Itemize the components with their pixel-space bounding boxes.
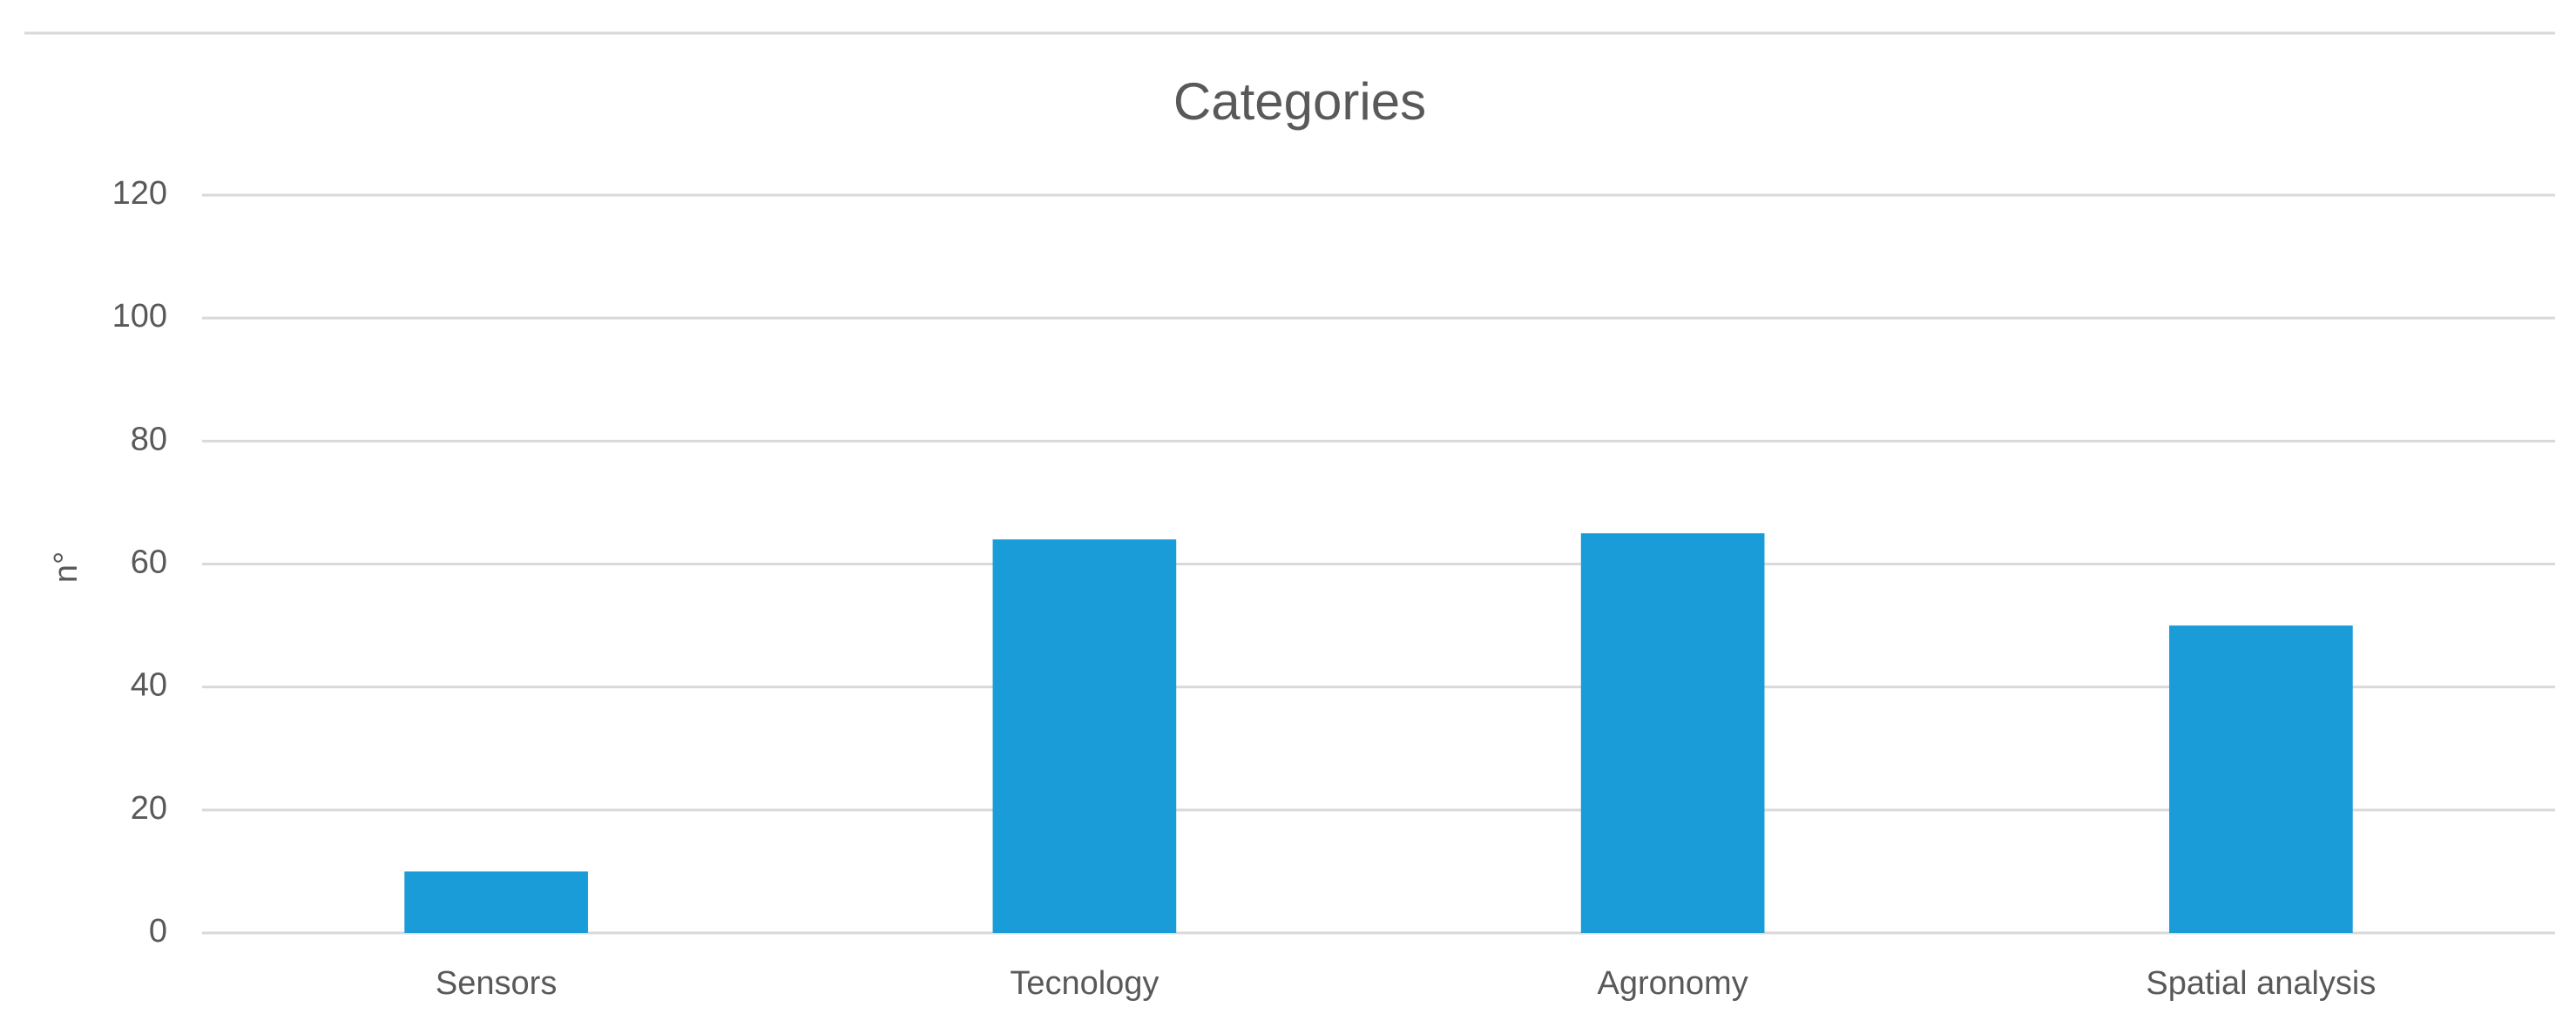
y-tick-label: 20 <box>131 790 167 827</box>
y-tick-label: 80 <box>131 421 167 457</box>
x-tick-label: Tecnology <box>1010 965 1159 1002</box>
y-tick-label: 60 <box>131 544 167 581</box>
bar <box>404 871 588 933</box>
y-tick-label: 40 <box>131 667 167 704</box>
y-axis-label: n° <box>48 551 85 583</box>
x-tick-label: Sensors <box>436 965 557 1002</box>
y-tick-label: 0 <box>149 913 167 950</box>
y-tick-label: 100 <box>112 298 167 335</box>
bar <box>1580 533 1765 933</box>
y-tick-label: 120 <box>112 175 167 212</box>
bar <box>992 539 1177 933</box>
chart-title: Categories <box>1173 72 1426 131</box>
x-tick-label: Spatial analysis <box>2146 965 2376 1002</box>
x-tick-label: Agronomy <box>1598 965 1748 1002</box>
bar <box>2169 625 2353 933</box>
